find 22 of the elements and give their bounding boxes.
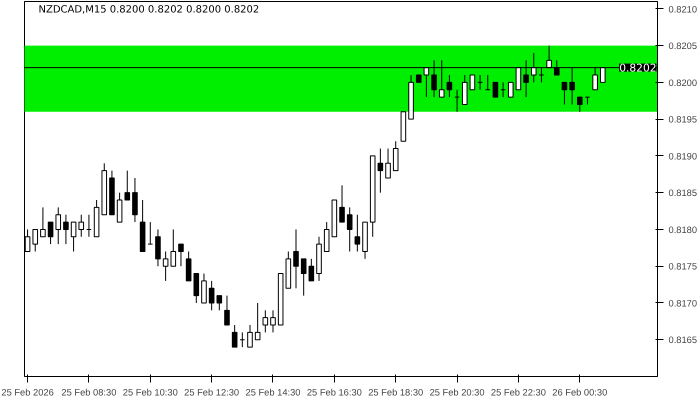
x-tick-label: 25 Feb 14:30 bbox=[246, 388, 300, 398]
y-tick-label: 0.8185 bbox=[668, 188, 698, 198]
y-tick-label: 0.8200 bbox=[668, 78, 698, 88]
x-tick-label: 25 Feb 08:30 bbox=[61, 388, 116, 398]
y-tick-label: 0.8175 bbox=[668, 262, 698, 272]
x-tick-label: 25 Feb 16:30 bbox=[306, 388, 362, 398]
x-tick-label: 25 Feb 12:30 bbox=[184, 388, 240, 398]
x-tick-label: 25 Feb 22:30 bbox=[490, 388, 546, 398]
x-tick-label: 25 Feb 18:30 bbox=[368, 388, 424, 398]
y-tick-label: 0.8165 bbox=[668, 335, 698, 346]
x-tick-label: 25 Feb 10:30 bbox=[122, 388, 178, 398]
ref-line-label: 0.8202 bbox=[619, 62, 657, 75]
y-tick-label: 0.8180 bbox=[668, 224, 698, 235]
x-tick-label: 25 Feb 2026 bbox=[1, 388, 54, 398]
x-tick-label: 26 Feb 00:30 bbox=[552, 388, 608, 398]
y-tick-label: 0.8210 bbox=[668, 4, 698, 14]
y-tick-label: 0.8195 bbox=[668, 114, 698, 125]
y-tick-label: 0.8170 bbox=[668, 298, 698, 308]
y-tick-label: 0.8205 bbox=[668, 41, 698, 52]
chart-title: NZDCAD,M15 0.8200 0.8202 0.8200 0.8202 bbox=[38, 4, 260, 16]
y-tick-label: 0.8190 bbox=[668, 151, 698, 162]
x-tick-label: 25 Feb 20:30 bbox=[430, 388, 485, 398]
